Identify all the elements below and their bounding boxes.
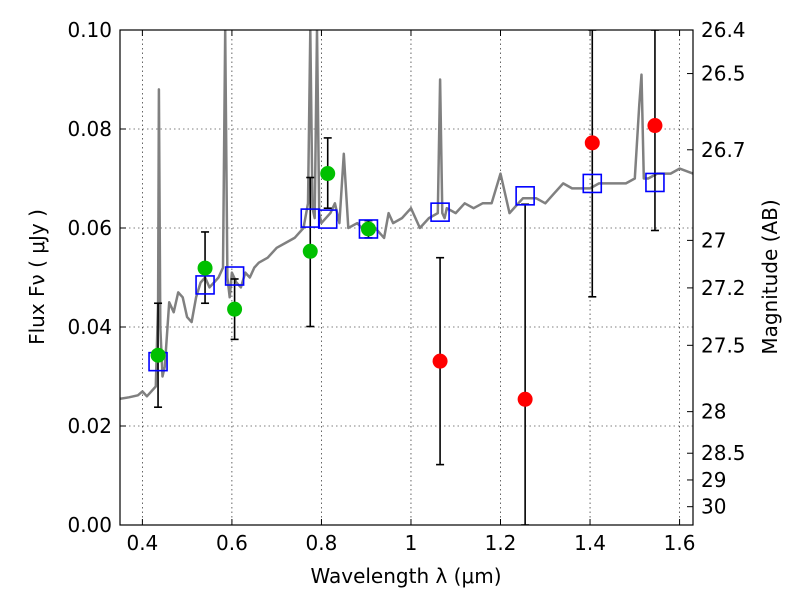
y2-tick-label: 29 (701, 468, 726, 492)
x-axis-title: Wavelength λ (μm) (310, 564, 501, 588)
low-snr-point (584, 135, 600, 151)
y2-tick-label: 30 (701, 495, 726, 519)
model-band-square (645, 172, 665, 193)
model-band-square (515, 186, 535, 206)
y-tick-label: 0.00 (67, 513, 112, 537)
y2-tick-label: 27.2 (701, 276, 746, 300)
y-axis-title: Flux Fν ( μJy ) (25, 209, 49, 345)
low-snr-point (517, 391, 533, 407)
errorbar-layer (154, 30, 659, 525)
detection-point (227, 301, 243, 317)
y2-tick-label: 28.5 (701, 441, 746, 465)
y-tick-label: 0.10 (67, 18, 112, 42)
low-snr-point (647, 118, 663, 134)
model-band-square (582, 173, 603, 194)
y2-tick-label: 26.5 (701, 62, 746, 86)
detection-point (360, 221, 376, 237)
model-band-square (430, 202, 450, 222)
low-snr-point (432, 353, 448, 369)
y-tick-label: 0.04 (67, 315, 112, 339)
x-tick-label: 0.4 (126, 531, 158, 555)
model-layer (120, 30, 693, 401)
y-tick-label: 0.06 (67, 216, 112, 240)
model-band-square (358, 219, 379, 239)
model-band-square (317, 209, 338, 229)
model-band-square (195, 275, 215, 295)
marker-layer (148, 118, 665, 407)
x-tick-label: 1.6 (664, 531, 696, 555)
y-tick-label: 0.08 (67, 117, 112, 141)
y2-tick-label: 28 (701, 400, 726, 424)
plot-frame (119, 29, 694, 526)
model-spectrum-line (120, 30, 693, 401)
y2-tick-label: 26.4 (701, 18, 746, 42)
detection-point (320, 166, 336, 182)
model-band-square (224, 266, 245, 286)
x-tick-label: 1.4 (574, 531, 606, 555)
y2-axis-title: Magnitude (AB) (758, 199, 782, 354)
detection-point (150, 347, 166, 363)
y2-tick-label: 27.5 (701, 333, 746, 357)
x-tick-label: 1.2 (485, 531, 517, 555)
y2-tick-label: 27 (701, 228, 726, 252)
x-tick-label: 1 (405, 531, 418, 555)
tick-layer: 0.4 0.6 0.8 1 1.2 1.4 1.6 0.00 0.02 0.04 0.06 0.08 0… (67, 18, 745, 555)
y-tick-label: 0.02 (67, 414, 112, 438)
y2-tick-label: 26.7 (701, 138, 746, 162)
detection-point (197, 260, 213, 276)
x-tick-label: 0.8 (306, 531, 338, 555)
x-tick-label: 0.6 (216, 531, 248, 555)
grid (120, 30, 693, 525)
detection-point (302, 243, 318, 259)
